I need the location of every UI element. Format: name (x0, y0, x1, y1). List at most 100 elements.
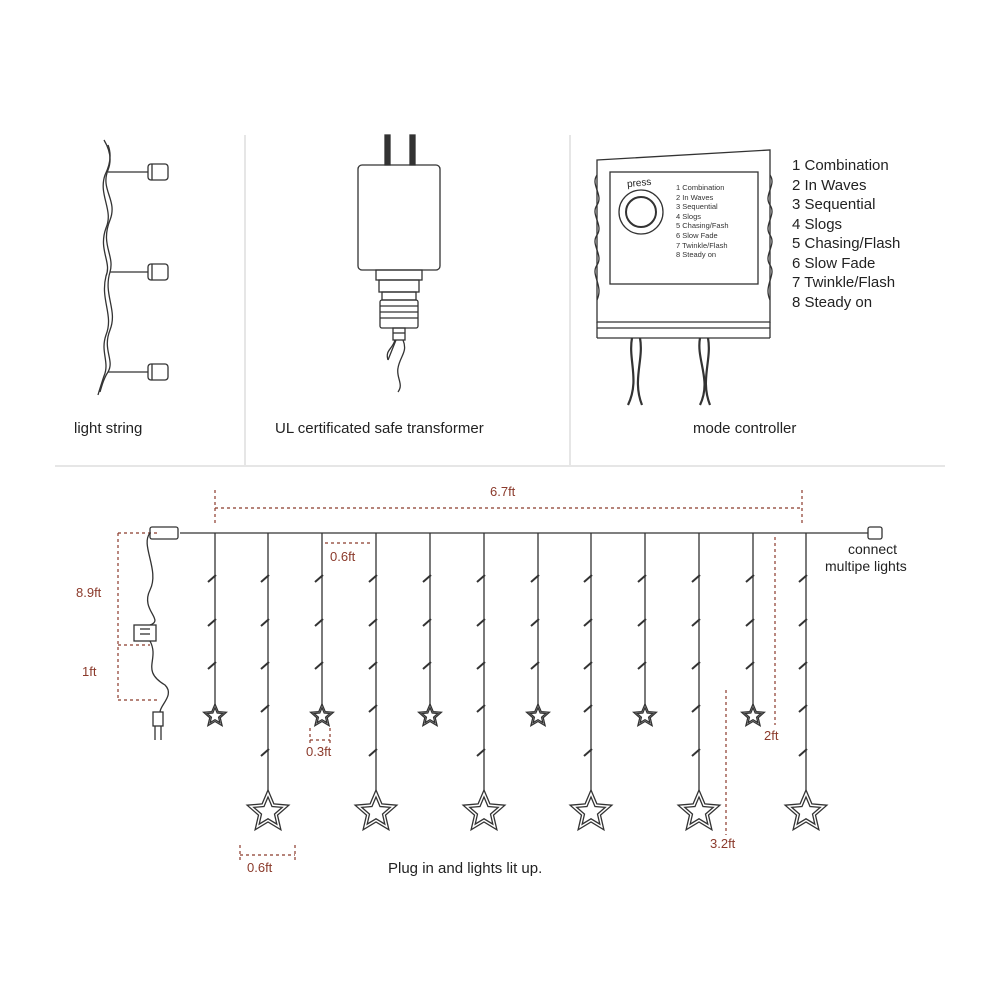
bulb (207, 574, 217, 583)
caption: Plug in and lights lit up. (388, 860, 543, 877)
star-light (632, 702, 658, 728)
bulb (422, 618, 432, 627)
bulb (583, 704, 593, 713)
bulb (422, 574, 432, 583)
bulb (583, 748, 593, 757)
star-light (575, 795, 607, 826)
bulb (476, 661, 486, 670)
light-string-illustration (97, 139, 169, 396)
star-light (568, 788, 614, 832)
bulb (368, 661, 378, 670)
transformer-label: UL certificated safe transformer (275, 420, 484, 437)
bulb (368, 704, 378, 713)
transformer-illustration (357, 134, 441, 393)
star-light (525, 702, 551, 728)
controller-mode-list: 1 Combination 2 In Waves 3 Sequential 4 … (676, 183, 729, 260)
star-light (420, 706, 440, 724)
bulb (530, 661, 540, 670)
bulb (476, 618, 486, 627)
star-light (353, 788, 399, 832)
mode-item: 3 Sequential (792, 196, 876, 213)
bulb (260, 574, 270, 583)
light-strands (202, 533, 829, 832)
controller-lead-label: 1ft (82, 664, 97, 679)
star-light (683, 795, 715, 826)
controller-mode-item: 7 Twinkle/Flash (676, 240, 728, 250)
star-light (635, 706, 655, 724)
star-light (528, 706, 548, 724)
bulb (530, 574, 540, 583)
bulb (260, 704, 270, 713)
star-light (360, 795, 392, 826)
bulb (314, 618, 324, 627)
lead-length-label: 8.9ft (76, 585, 102, 600)
strand-spacing-label: 0.6ft (330, 549, 356, 564)
bulb (530, 618, 540, 627)
mode-item: 6 Slow Fade (792, 254, 876, 272)
star-light (676, 788, 722, 832)
bulb (583, 661, 593, 670)
bulb (798, 704, 808, 713)
mode-controller-illustration (594, 149, 773, 406)
short-strand-label: 2ft (764, 728, 779, 743)
bulb (745, 618, 755, 627)
star-light (417, 702, 443, 728)
bulb (637, 618, 647, 627)
bulb (368, 574, 378, 583)
star-light (309, 702, 335, 728)
connect-note-line2: multipe lights (825, 558, 907, 574)
controller-mode-item: 8 Steady on (676, 250, 717, 260)
bulb (260, 661, 270, 670)
controller-mode-item: 6 Slow Fade (676, 230, 718, 240)
bulb (798, 748, 808, 757)
mode-list: 1 Combination 2 In Waves 3 Sequential 4 … (792, 156, 900, 312)
bulb (476, 704, 486, 713)
star-light (468, 795, 500, 826)
bulb (583, 574, 593, 583)
mode-item: 4 Slogs (792, 215, 843, 233)
bulb (260, 618, 270, 627)
bulb (260, 748, 270, 757)
mode-item: 2 In Waves (792, 176, 867, 194)
bulb (314, 661, 324, 670)
bulb (745, 574, 755, 583)
bulb-spacing-label: 0.3ft (306, 744, 332, 759)
connect-note-line1: connect (848, 541, 898, 557)
star-light (783, 788, 829, 832)
bulb (798, 618, 808, 627)
controller-mode-item: 5 Chasing/Fash (676, 221, 729, 231)
bulb (691, 704, 701, 713)
mode-item: 8 Steady on (792, 293, 873, 311)
star-light (740, 702, 766, 728)
controller-mode-item: 4 Slogs (676, 211, 702, 221)
mode-item: 1 Combination (792, 157, 889, 174)
controller-mode-item: 3 Sequential (676, 202, 718, 212)
long-strand-label: 3.2ft (710, 836, 736, 851)
bulb (207, 661, 217, 670)
bulb (691, 661, 701, 670)
bulb (314, 574, 324, 583)
star-light (205, 706, 225, 724)
curtain-wiring (133, 526, 883, 740)
bulb (637, 574, 647, 583)
bulb (476, 574, 486, 583)
controller-mode-item: 2 In Waves (676, 192, 714, 202)
bulb (691, 618, 701, 627)
star-light (743, 706, 763, 724)
bulb (798, 661, 808, 670)
bulb (691, 574, 701, 583)
star-light (790, 795, 822, 826)
light-string-label: light string (74, 420, 143, 437)
star-light (252, 795, 284, 826)
controller-mode-item: 1 Combination (676, 183, 725, 192)
bulb (207, 618, 217, 627)
mode-item: 7 Twinkle/Flash (792, 274, 896, 291)
bulb (637, 661, 647, 670)
mode-controller-label: mode controller (693, 420, 797, 437)
star-light (461, 788, 507, 832)
bulb (422, 661, 432, 670)
star-light (312, 706, 332, 724)
bulb (368, 618, 378, 627)
bulb (476, 748, 486, 757)
